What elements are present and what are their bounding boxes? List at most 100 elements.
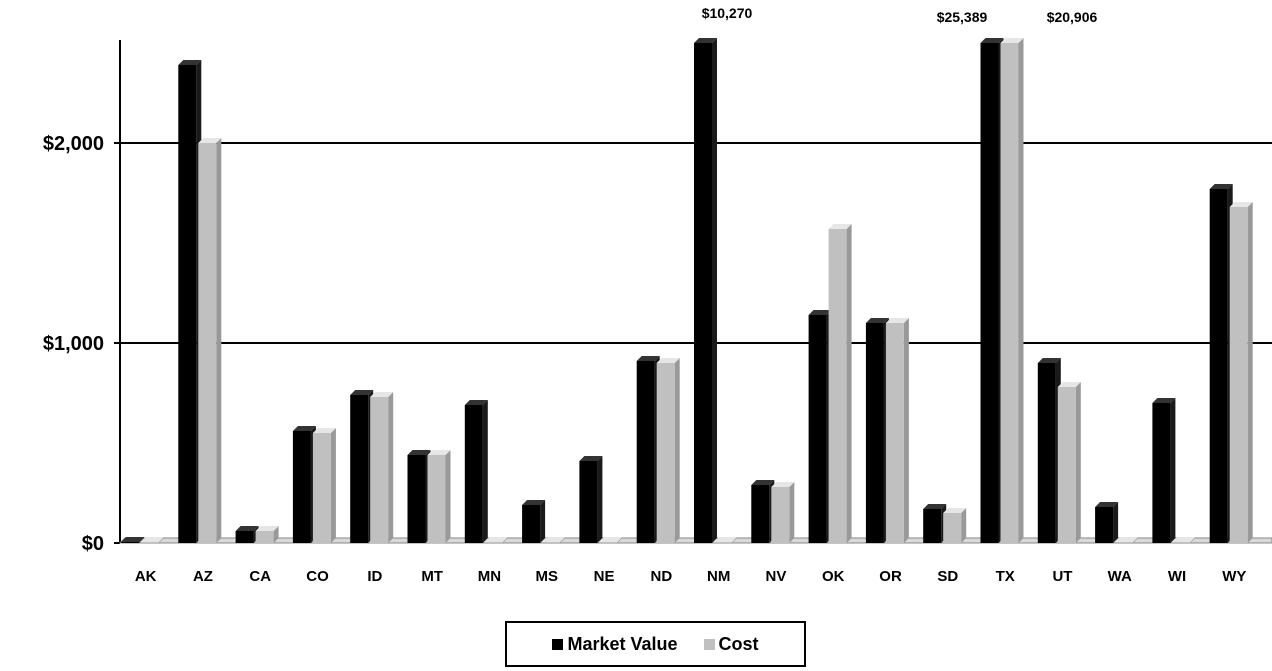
y-tick-label: $2,000	[43, 133, 104, 155]
bar-market-value-wi-top	[1152, 398, 1176, 403]
legend-item-market-value: Market Value	[552, 633, 678, 655]
bar-cost-ms-side	[560, 537, 566, 543]
bar-market-value-wy	[1209, 189, 1228, 543]
bar-cost-sd-side	[961, 508, 967, 543]
bar-cost-tx	[1000, 43, 1019, 543]
bar-market-value-mt-top	[407, 450, 431, 455]
bar-cost-id	[370, 397, 389, 543]
bar-cost-ms	[542, 542, 561, 543]
bar-cost-id-side	[388, 392, 394, 543]
bar-cost-sd-top	[943, 508, 967, 513]
bar-cost-tx-top	[1000, 38, 1024, 43]
bar-cost-wi	[1172, 542, 1191, 543]
bar-cost-wa-side	[1133, 537, 1139, 543]
x-tick-label: MN	[478, 568, 501, 585]
bar-cost-az-top	[198, 138, 222, 143]
bar-cost-ca	[255, 531, 274, 543]
bar-cost-nd	[656, 363, 675, 543]
x-tick-label: OR	[879, 568, 902, 585]
bar-market-value-tx-top	[980, 38, 1004, 43]
bar-market-value-mt	[407, 455, 426, 543]
y-tick-label: $1,000	[43, 333, 104, 355]
bar-market-value-ak-side	[139, 537, 144, 543]
bar-cost-mn-top	[484, 537, 508, 542]
bar-market-value-nm-side	[712, 38, 717, 543]
bar-market-value-mn-top	[464, 400, 488, 405]
data-label: $10,270	[702, 5, 753, 21]
x-tick-label: SD	[937, 568, 958, 585]
bar-cost-mt	[427, 455, 446, 543]
bar-cost-nd-top	[656, 358, 680, 363]
bar-cost-ne	[599, 542, 618, 543]
x-tick-label: WY	[1222, 568, 1246, 585]
bar-cost-wa-top	[1115, 537, 1139, 542]
bar-cost-ut-side	[1075, 382, 1081, 543]
bar-cost-co-side	[330, 428, 336, 543]
bar-market-value-mn-side	[482, 400, 488, 543]
bar-market-value-ms	[522, 505, 541, 543]
data-label: $20,906	[1047, 9, 1098, 25]
bar-cost-id-top	[370, 392, 394, 397]
bar-market-value-nm-top	[694, 38, 717, 43]
bar-cost-tx-side	[1018, 38, 1024, 543]
x-tick-label: OK	[822, 568, 845, 585]
bar-market-value-ok-top	[808, 310, 832, 315]
bar-market-value-nv-top	[751, 480, 775, 485]
bar-market-value-ms-top	[522, 500, 546, 505]
bar-cost-ak	[141, 542, 159, 543]
bar-market-value-ne-top	[579, 456, 603, 461]
bar-market-value-nd-top	[636, 356, 660, 361]
bar-cost-or-side	[903, 318, 909, 543]
bar-cost-wa	[1115, 542, 1134, 543]
bar-cost-ne-side	[617, 537, 623, 543]
bar-cost-wy-top	[1229, 202, 1253, 207]
x-tick-label: MS	[536, 568, 559, 585]
bar-market-value-ne	[579, 461, 598, 543]
bar-cost-nv-top	[771, 482, 795, 487]
bar-cost-nv-side	[789, 482, 795, 543]
bar-market-value-ak-top	[121, 537, 144, 542]
bar-market-value-ut	[1037, 363, 1056, 543]
legend-swatch-market-value	[552, 638, 564, 650]
bar-cost-co-top	[312, 428, 336, 433]
bar-market-value-ne-side	[597, 456, 603, 543]
bar-market-value-co-top	[292, 426, 316, 431]
bar-market-value-wi-side	[1170, 398, 1176, 543]
legend-label-cost: Cost	[718, 633, 759, 654]
bar-market-value-ak	[121, 542, 139, 543]
bar-cost-ne-top	[599, 537, 623, 542]
legend-swatch-cost	[703, 638, 715, 650]
x-tick-label: ND	[651, 568, 673, 585]
bar-market-value-ms-side	[540, 500, 546, 543]
bar-cost-az-side	[216, 138, 222, 543]
bar-market-value-ca	[235, 531, 254, 543]
bar-cost-nm-top	[714, 537, 737, 542]
bar-market-value-wi	[1152, 403, 1171, 543]
bar-cost-ca-top	[255, 526, 279, 531]
legend-label-market-value: Market Value	[567, 633, 678, 654]
bar-market-value-ca-top	[235, 526, 259, 531]
bar-market-value-or	[865, 323, 884, 543]
bar-cost-sd	[943, 513, 962, 543]
bar-market-value-ut-top	[1037, 358, 1061, 363]
bar-market-value-az	[178, 65, 197, 543]
bar-cost-or	[885, 323, 904, 543]
bar-cost-wi-side	[1190, 537, 1196, 543]
x-tick-label: NM	[707, 568, 730, 585]
x-tick-label: CA	[249, 568, 271, 585]
bar-cost-co	[312, 433, 331, 543]
y-tick-label: $0	[82, 533, 104, 555]
bar-market-value-ok	[808, 315, 827, 543]
bar-market-value-az-top	[178, 60, 202, 65]
bar-cost-ok	[828, 229, 847, 543]
x-tick-label: CO	[306, 568, 329, 585]
bar-cost-wy	[1229, 207, 1248, 543]
bar-market-value-id	[350, 395, 369, 543]
bar-cost-ak-side	[159, 537, 164, 543]
bar-cost-or-top	[885, 318, 909, 323]
bar-market-value-wa-top	[1095, 502, 1119, 507]
x-tick-label: TX	[996, 568, 1015, 585]
bar-market-value-nd	[636, 361, 655, 543]
bar-cost-ok-side	[846, 224, 852, 543]
